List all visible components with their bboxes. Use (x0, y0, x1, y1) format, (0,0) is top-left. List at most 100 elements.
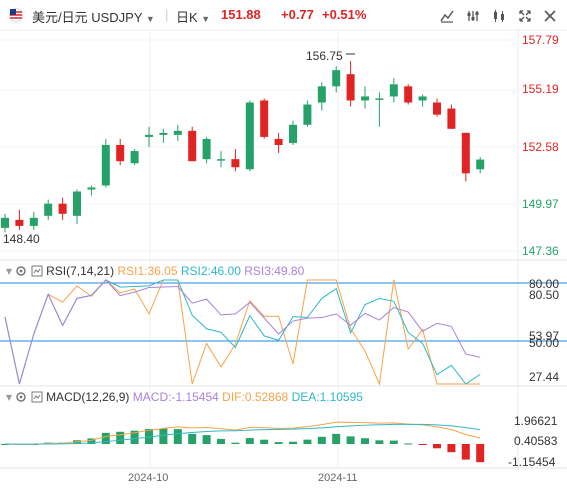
candle-body (303, 104, 312, 125)
rsi-tick: 80.50 (529, 288, 560, 302)
macd-bar (130, 430, 139, 444)
collapse-icon[interactable]: ▾ (6, 264, 13, 278)
x-axis-label: 2024-10 (128, 472, 169, 484)
candle-body (116, 144, 125, 162)
macd-title-bar: ▾ MACD(12,26,9) MACD:-1.15454 DIF:0.5286… (6, 390, 363, 404)
dea-line (4, 423, 481, 445)
macd-bar (433, 444, 441, 449)
chevron-down-icon: ▼ (201, 14, 211, 24)
candle-body (418, 96, 427, 101)
candle-body (73, 191, 81, 216)
macd-tick: 1.96621 (514, 414, 558, 428)
gear-icon[interactable] (15, 265, 27, 277)
macd-value: MACD:-1.15454 (132, 390, 219, 404)
rsi2-value: RSI2:46.00 (180, 264, 241, 278)
last-price: 151.88 (221, 7, 261, 22)
timeframe-selector[interactable]: 日K ▼ (176, 7, 210, 26)
candle-body (231, 159, 240, 168)
macd-bar (101, 432, 110, 444)
chevron-down-icon: ▼ (145, 14, 155, 24)
candle-body (404, 86, 413, 103)
macd-bar (332, 433, 341, 444)
high-annotation: 156.75 (306, 49, 343, 63)
rsi-tick: 80.00 (529, 277, 560, 291)
gear-icon[interactable] (15, 391, 27, 403)
candle-body (289, 124, 297, 143)
candle-body (58, 203, 67, 214)
macd-bar (274, 442, 283, 444)
rsi-tick: 53.97 (529, 329, 560, 343)
macd-bar (461, 444, 470, 460)
macd-bar (188, 433, 197, 444)
candle-body (461, 132, 470, 174)
macd-label: MACD(12,26,9) (46, 390, 130, 404)
us-flag-icon (9, 8, 23, 22)
candle-body (1, 217, 9, 228)
macd-bar (87, 438, 96, 444)
macd-bar (202, 435, 211, 444)
candle-body (173, 130, 182, 135)
candle-body (87, 187, 96, 190)
candle-body (159, 132, 168, 135)
candle-body (375, 98, 384, 100)
rsi1-value: RSI1:36.05 (117, 264, 178, 278)
macd-bar (245, 438, 254, 444)
chart-header: 美元/日元 USDJPY ▼ | 日K ▼ 151.88 +0.77 +0.51… (0, 0, 567, 30)
candle-body (130, 151, 139, 164)
indicator-icon[interactable] (31, 391, 43, 403)
candle-body (317, 86, 326, 103)
candle-body (389, 84, 398, 97)
timeframe-label: 日K (176, 10, 198, 25)
indicator-settings-icon[interactable] (437, 6, 457, 26)
candle-body (433, 102, 441, 115)
macd-tick: -1.15454 (508, 455, 556, 469)
price-tick: 155.19 (522, 82, 559, 96)
candle-body (15, 219, 24, 226)
candle-body (476, 159, 485, 170)
rsi-tick: 50.00 (529, 336, 560, 350)
x-axis-label: 2024-11 (318, 472, 358, 484)
price-change: +0.77 (281, 7, 314, 22)
macd-bar (289, 441, 297, 444)
macd-bar (173, 429, 182, 444)
candle-body (274, 138, 283, 145)
drawing-tools-icon[interactable] (489, 6, 509, 26)
dif-line (4, 421, 481, 446)
dea-value: DEA:1.10595 (291, 390, 363, 404)
candle-body (260, 100, 269, 137)
rsi-title-bar: ▾ RSI(7,14,21) RSI1:36.05 RSI2:46.00 RSI… (6, 264, 304, 278)
macd-bar (260, 439, 269, 444)
rsi-line (4, 279, 481, 385)
macd-bar (418, 444, 427, 445)
macd-bar (145, 428, 153, 444)
candle-body (145, 134, 153, 137)
close-icon[interactable] (540, 6, 560, 26)
candle-body (332, 70, 341, 87)
macd-tick: 0.40583 (514, 434, 558, 448)
chart-settings-icon[interactable] (463, 6, 483, 26)
price-tick: 157.79 (522, 33, 559, 47)
indicator-icon[interactable] (31, 265, 43, 277)
collapse-icon[interactable]: ▾ (6, 390, 13, 404)
price-tick: 152.58 (522, 140, 559, 154)
rsi-line (4, 279, 481, 386)
macd-bar (116, 431, 125, 444)
candle-body (29, 217, 38, 226)
symbol-selector[interactable]: 美元/日元 USDJPY ▼ (32, 7, 155, 26)
candle-body (361, 96, 369, 101)
candle-body (44, 203, 53, 216)
fullscreen-icon[interactable] (515, 6, 535, 26)
candle-body (245, 102, 254, 170)
macd-bar (476, 444, 485, 463)
macd-bar (159, 428, 168, 444)
macd-bar (389, 440, 398, 444)
divider: | (165, 7, 169, 22)
rsi-tick: 27.44 (529, 370, 560, 384)
candle-body (188, 130, 197, 162)
candle-body (346, 74, 355, 101)
symbol-label: 美元/日元 USDJPY (32, 10, 143, 25)
macd-bar (404, 443, 413, 445)
candle-body (447, 108, 456, 129)
candle-body (202, 138, 211, 160)
